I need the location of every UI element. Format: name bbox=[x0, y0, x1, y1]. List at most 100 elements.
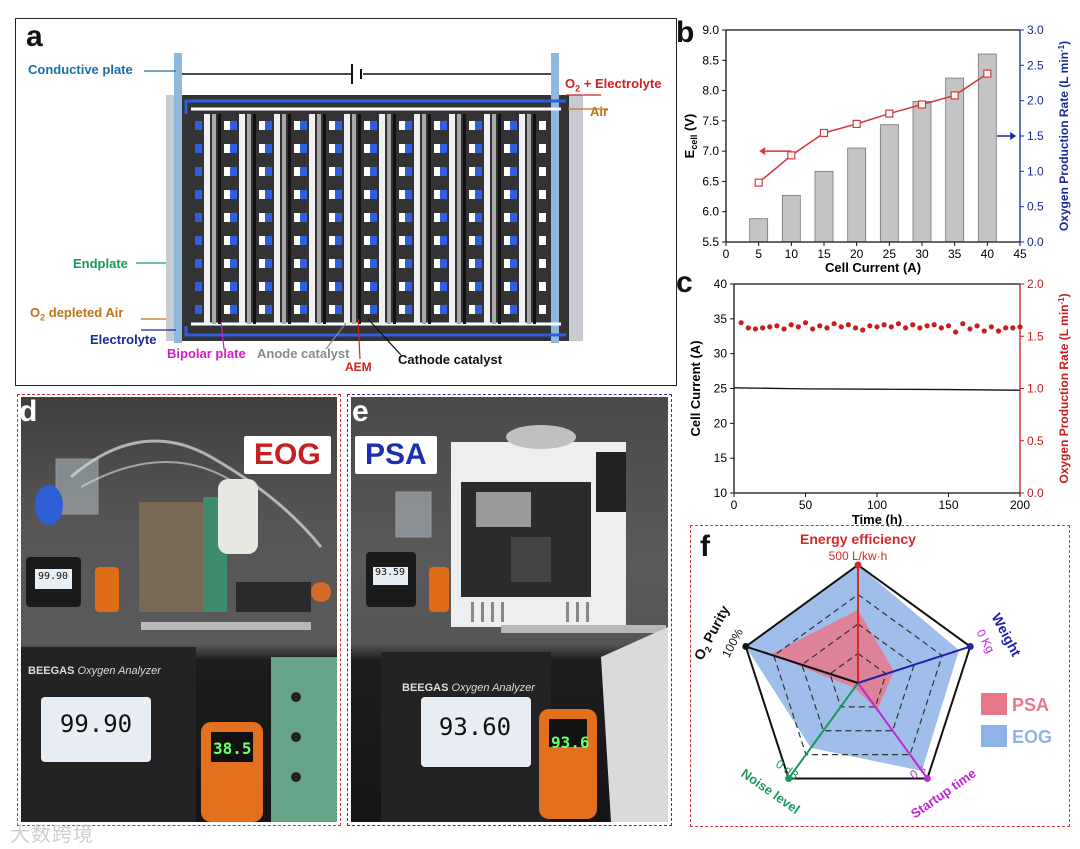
point-o2-rate bbox=[810, 326, 816, 332]
point-ecell bbox=[819, 128, 829, 138]
y-right-tick-label: 0.0 bbox=[1027, 235, 1044, 249]
o2-manifold-top bbox=[184, 99, 566, 114]
y-right-title: Oxygen Production Rate (L min-1) bbox=[1057, 293, 1071, 483]
electrolyte-channel bbox=[370, 213, 377, 222]
o2-electrolyte-rest: + Electrolyte bbox=[580, 76, 662, 91]
air-channel bbox=[469, 305, 476, 314]
air-channel bbox=[539, 121, 546, 130]
electrolyte-channel bbox=[230, 259, 237, 268]
y-left-tick-label: 25 bbox=[714, 382, 728, 396]
y-right-title: Oxygen Production Rate (L min-1) bbox=[1057, 41, 1071, 231]
air-channel bbox=[434, 190, 441, 199]
label-conductive-plate: Conductive plate bbox=[28, 62, 133, 77]
anode-catalyst-layer bbox=[457, 114, 461, 324]
x-tick-label: 50 bbox=[799, 498, 813, 512]
axis-label-weight: Weight bbox=[988, 610, 1024, 659]
radar-grid-dashed bbox=[829, 652, 887, 708]
point-o2-rate bbox=[852, 325, 859, 331]
arrow-left-head bbox=[759, 147, 766, 156]
electrolyte-channel bbox=[265, 259, 272, 268]
air-channel bbox=[469, 213, 476, 222]
point-o2-rate bbox=[960, 321, 966, 327]
axis-label-energy-efficiency: Energy efficiency bbox=[800, 531, 916, 547]
chart-b: 0 5 10 15 20 25 30 35 40 45 5.5 6.0 6.5 7.0 7.5 8.0 8.5 9… bbox=[682, 23, 1071, 275]
electrolyte-channel bbox=[405, 259, 412, 268]
air-channel bbox=[469, 259, 476, 268]
air-channel bbox=[224, 167, 231, 176]
point-o2-rate bbox=[931, 322, 937, 328]
electrolyte-channel bbox=[195, 236, 202, 245]
y-right-tick-label: 2.0 bbox=[1027, 277, 1044, 291]
y-right-tick-label: 2.5 bbox=[1027, 58, 1044, 72]
point-o2-rate bbox=[838, 324, 844, 330]
electrolyte-channel bbox=[440, 213, 447, 222]
anode-catalyst-layer bbox=[317, 114, 321, 324]
air-channel bbox=[259, 167, 266, 176]
air-channel bbox=[294, 190, 301, 199]
electrolyte-channel bbox=[475, 236, 482, 245]
y-right-title-sup: -1 bbox=[1057, 297, 1066, 305]
eog-brand-name: BEEGAS bbox=[28, 665, 75, 677]
air-channel bbox=[259, 144, 266, 153]
point-o2-rate bbox=[738, 320, 744, 326]
arrow-bipolar bbox=[220, 321, 225, 350]
air-channel bbox=[539, 305, 546, 314]
bar-o2-rate bbox=[912, 100, 932, 243]
bipolar-plate bbox=[204, 114, 210, 324]
electrolyte-channel bbox=[405, 213, 412, 222]
y-left-tick-label: 35 bbox=[714, 312, 728, 326]
electrolyte-channel bbox=[370, 282, 377, 291]
x-tick-label: 40 bbox=[981, 247, 995, 261]
o2-electrolyte-sub: 2 bbox=[575, 83, 581, 94]
air-channel bbox=[469, 144, 476, 153]
radar-spoke-end bbox=[785, 774, 793, 782]
y-left-tick-label: 6.0 bbox=[702, 205, 719, 219]
y-left-tick-label: 8.0 bbox=[702, 84, 719, 98]
y-right-tick-label: 1.0 bbox=[1027, 164, 1044, 178]
x-tick-label: 20 bbox=[850, 247, 864, 261]
radar-grid-dashed bbox=[801, 623, 915, 732]
electrolyte-channel bbox=[405, 144, 412, 153]
air-channel bbox=[539, 190, 546, 199]
psa-photo-art bbox=[366, 425, 668, 822]
aem-membrane bbox=[218, 114, 221, 324]
electrolyte-channel bbox=[195, 282, 202, 291]
eog-photo-art bbox=[21, 439, 337, 822]
air-channel bbox=[224, 305, 231, 314]
aem-membrane bbox=[498, 114, 501, 324]
radar-grid-dashed bbox=[773, 593, 943, 756]
point-o2-rate bbox=[760, 325, 766, 331]
panel-label-c: c bbox=[676, 266, 693, 299]
point-o2-rate bbox=[895, 321, 902, 327]
aem-membrane bbox=[253, 114, 256, 324]
bipolar-plate bbox=[239, 114, 245, 324]
electrolyte-channel bbox=[475, 121, 482, 130]
air-channel bbox=[294, 259, 301, 268]
electrolyte-channel bbox=[405, 121, 412, 130]
psa-brand: BEEGAS Oxygen Analyzer bbox=[402, 682, 535, 694]
y-right-title-main: Oxygen Production Rate (L min bbox=[1057, 52, 1071, 231]
air-channel bbox=[539, 259, 546, 268]
aem-membrane bbox=[393, 114, 396, 324]
legend-swatch-eog bbox=[981, 725, 1007, 747]
point-o2-rate bbox=[974, 323, 980, 329]
x-tick-label: 35 bbox=[948, 247, 962, 261]
electrolyte-channel bbox=[440, 167, 447, 176]
electrolyte-channel bbox=[405, 190, 412, 199]
electrolyte-channel bbox=[300, 167, 307, 176]
chart-c: 0 50 100 150 200 10 15 20 25 30 35 40 0.0 0.5 1.0 1.5 2.… bbox=[688, 277, 1071, 527]
air-channel bbox=[329, 121, 336, 130]
panel-label-d: d bbox=[19, 395, 38, 428]
bipolar-plate bbox=[379, 114, 385, 324]
bipolar-plate bbox=[484, 114, 490, 324]
electrolyte-channel bbox=[195, 121, 202, 130]
watermark: 大数跨境 bbox=[10, 822, 94, 846]
x-tick-label: 30 bbox=[915, 247, 929, 261]
panel-label-a: a bbox=[26, 20, 43, 53]
bipolar-plate bbox=[449, 114, 455, 324]
bar-o2-rate bbox=[749, 218, 769, 243]
electrolyte-channel bbox=[265, 167, 272, 176]
electrolyte-channel bbox=[370, 121, 377, 130]
x-tick-label: 5 bbox=[755, 247, 762, 261]
air-channel bbox=[224, 213, 231, 222]
